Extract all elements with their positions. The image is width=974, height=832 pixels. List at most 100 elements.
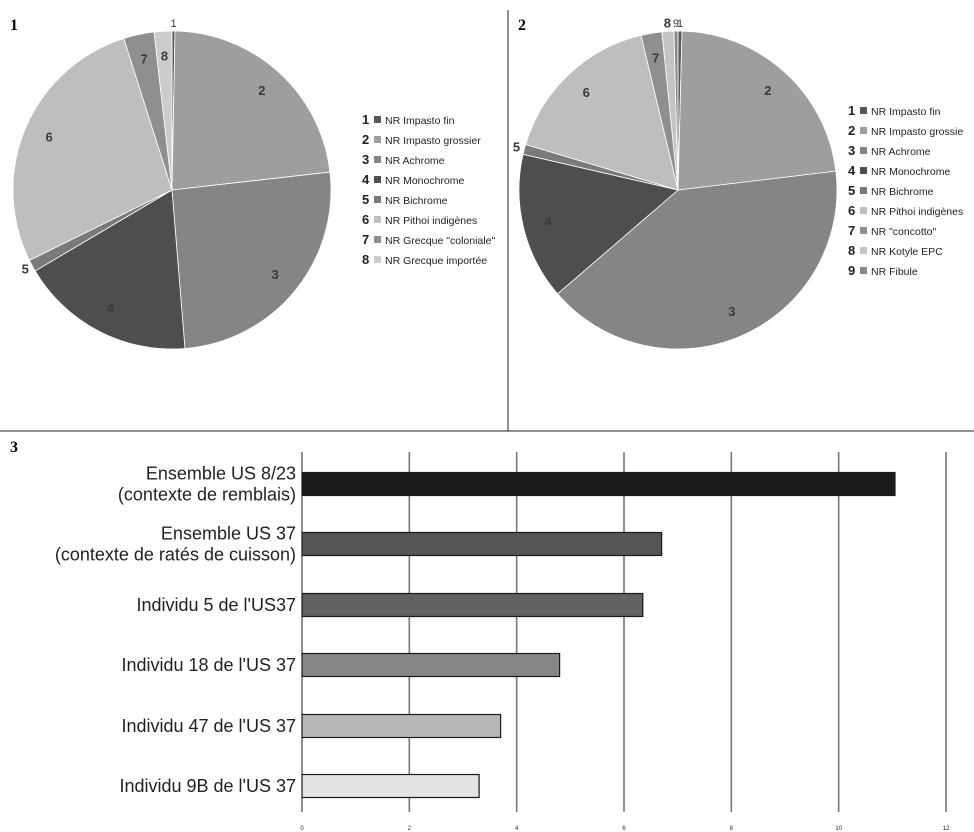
x-tick-label: 12: [943, 826, 950, 832]
pie-slice: [557, 170, 838, 350]
x-tick-label: 10: [835, 826, 842, 832]
legend-label: NR Fibule: [871, 266, 918, 278]
legend-swatch: [374, 156, 381, 163]
legend-swatch: [374, 256, 381, 263]
category-label: Individu 9B de l'US 37: [119, 776, 296, 796]
legend-swatch: [860, 207, 867, 214]
bar: [301, 592, 644, 618]
pie-slice-label: 8: [664, 15, 671, 30]
pie-slice: [525, 34, 679, 191]
legend-swatch: [860, 187, 867, 194]
pie-slice-label: 4: [107, 301, 115, 316]
legend-1: 1 NR Impasto fin 2 NR Impasto grossier 3 NR A…: [362, 112, 495, 267]
pie-chart-1: 1 2 3 4 5 6 7 8: [12, 18, 332, 350]
pie-slice: [171, 30, 331, 191]
pie-slice-label: 4: [545, 214, 553, 229]
pie-slice-label: 6: [583, 85, 590, 100]
legend-number: 3: [362, 152, 369, 167]
pie-slice-label: 8: [161, 49, 168, 64]
category-label: Ensemble US 37: [161, 524, 296, 544]
legend-swatch: [860, 147, 867, 154]
legend-label: NR Grecque "coloniale": [385, 235, 495, 247]
legend-number: 2: [848, 123, 855, 138]
pie-slice-label: 7: [140, 51, 147, 66]
bar: [301, 713, 502, 739]
legend-label: NR Achrome: [385, 155, 445, 167]
legend-label: NR "concotto": [871, 226, 937, 238]
pie-slice-label: 6: [45, 130, 52, 145]
legend-number: 4: [848, 163, 856, 178]
legend-number: 6: [848, 203, 855, 218]
category-label: Individu 5 de l'US37: [136, 595, 296, 615]
category-label: Ensemble US 8/23: [146, 464, 296, 484]
legend-label: NR Impasto grossier: [385, 135, 481, 147]
legend-label: NR Impasto fin: [385, 115, 455, 127]
bar-chart: 0 2 4 6 8 10 12 Ensemble US 8/23(contexte de re…: [55, 452, 950, 832]
legend-2: 1 NR Impasto fin 2 NR Impasto grossie 3 NR Ac…: [848, 103, 963, 278]
legend-swatch: [374, 216, 381, 223]
legend-label: NR Pithoi indigènes: [871, 206, 963, 218]
legend-swatch: [860, 227, 867, 234]
category-label: Individu 18 de l'US 37: [121, 655, 296, 675]
legend-swatch: [860, 127, 867, 134]
legend-number: 3: [848, 143, 855, 158]
legend-number: 8: [848, 243, 855, 258]
bar: [301, 471, 896, 497]
legend-number: 8: [362, 252, 369, 267]
legend-swatch: [374, 136, 381, 143]
pie-slice: [34, 189, 186, 350]
legend-swatch: [374, 176, 381, 183]
pie-slice: [153, 30, 173, 191]
legend-number: 7: [362, 232, 369, 247]
bar: [301, 652, 561, 678]
legend-number: 4: [362, 172, 370, 187]
x-tick-label: 2: [408, 826, 412, 832]
pie-slice-label: 5: [22, 262, 29, 277]
pie-slice-label: 5: [513, 139, 520, 154]
pie-chart-2: 1 2 3 4 5 6 7 8 9: [513, 15, 838, 350]
legend-number: 5: [362, 192, 369, 207]
legend-swatch: [860, 267, 867, 274]
pie-slice: [171, 171, 332, 349]
panel-number-1: 1: [10, 17, 18, 34]
legend-label: NR Kotyle EPC: [871, 246, 943, 258]
legend-number: 7: [848, 223, 855, 238]
legend-label: NR Monochrome: [385, 175, 465, 187]
legend-swatch: [374, 196, 381, 203]
legend-number: 5: [848, 183, 855, 198]
legend-swatch: [860, 167, 867, 174]
legend-swatch: [860, 247, 867, 254]
legend-swatch: [374, 236, 381, 243]
panel-number-3: 3: [10, 439, 18, 456]
legend-label: NR Grecque importée: [385, 255, 487, 267]
legend-label: NR Pithoi indigènes: [385, 215, 477, 227]
legend-label: NR Monochrome: [871, 166, 951, 178]
x-tick-label: 6: [622, 826, 626, 832]
legend-label: NR Impasto fin: [871, 106, 941, 118]
category-label: Individu 47 de l'US 37: [121, 716, 296, 736]
pie-slice-label: 3: [272, 267, 279, 282]
x-tick-label: 4: [515, 826, 519, 832]
legend-number: 1: [848, 103, 855, 118]
pie-slice-label: 2: [764, 83, 771, 98]
pie-slice: [12, 37, 173, 261]
legend-number: 1: [362, 112, 369, 127]
pie-slice: [673, 30, 679, 191]
pie-slice-label: 1: [171, 18, 177, 30]
legend-number: 6: [362, 212, 369, 227]
legend-label: NR Impasto grossie: [871, 126, 963, 138]
category-label: (contexte de ratés de cuisson): [55, 545, 296, 565]
panel-number-2: 2: [518, 17, 526, 34]
pie-slice-label: 2: [258, 83, 265, 98]
pie-slice-label: 1: [677, 18, 683, 30]
pie-slice: [677, 30, 837, 191]
legend-swatch: [374, 116, 381, 123]
legend-label: NR Bichrome: [385, 195, 448, 207]
pie-slice: [518, 153, 679, 295]
legend-label: NR Achrome: [871, 146, 931, 158]
pie-slice-label: 9: [673, 18, 679, 30]
pie-slice-label: 3: [728, 304, 735, 319]
legend-number: 2: [362, 132, 369, 147]
x-tick-label: 0: [300, 826, 304, 832]
legend-number: 9: [848, 263, 855, 278]
